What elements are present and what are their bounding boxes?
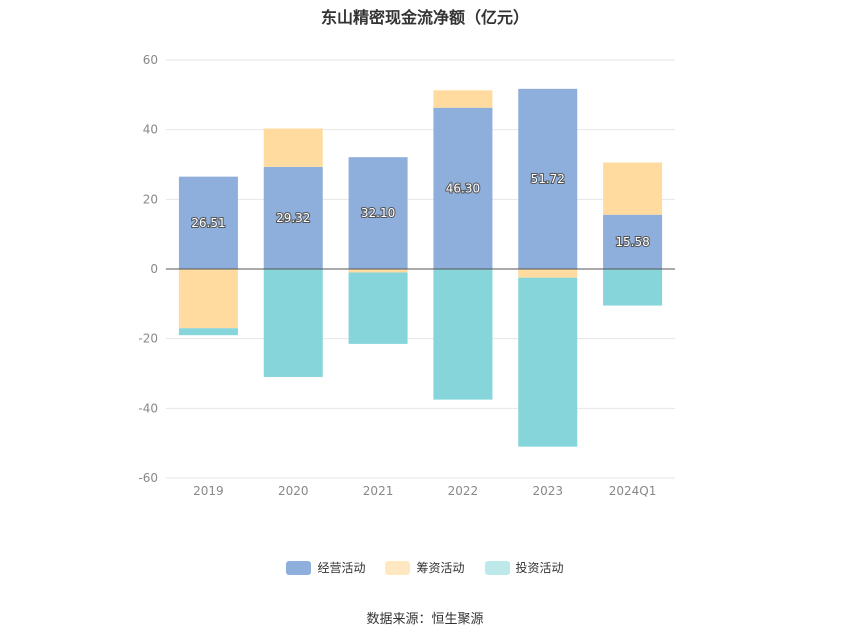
legend-item-financing[interactable]: 筹资活动 bbox=[385, 559, 465, 576]
legend-swatch-operating bbox=[286, 560, 312, 575]
bar-operating[interactable] bbox=[263, 166, 323, 269]
bar-operating[interactable] bbox=[603, 214, 663, 269]
data-label: 51.72 bbox=[531, 172, 565, 186]
bar-financing[interactable] bbox=[348, 269, 408, 273]
y-tick-label: -40 bbox=[138, 401, 158, 415]
bar-investing[interactable] bbox=[433, 269, 493, 400]
data-label: 29.32 bbox=[276, 211, 310, 225]
chart-canvas: 60 40 20 0 -20 -40 -60 26.51 2019 29.32 2020 32.10 2… bbox=[138, 53, 675, 498]
y-tick-label: -20 bbox=[138, 332, 158, 346]
bar-financing[interactable] bbox=[178, 269, 238, 329]
legend-label-operating: 经营活动 bbox=[317, 561, 366, 575]
y-tick-label: -60 bbox=[138, 471, 158, 485]
bar-financing[interactable] bbox=[263, 128, 323, 167]
x-tick-label: 2022 bbox=[448, 484, 479, 498]
bar-investing[interactable] bbox=[348, 272, 408, 344]
legend-label-financing: 筹资活动 bbox=[416, 561, 465, 575]
data-label: 46.30 bbox=[446, 181, 480, 195]
bar-investing[interactable] bbox=[178, 328, 238, 336]
legend-item-operating[interactable]: 经营活动 bbox=[286, 559, 365, 576]
bar-investing[interactable] bbox=[263, 269, 323, 377]
x-tick-label: 2023 bbox=[532, 484, 563, 498]
x-tick-label: 2019 bbox=[193, 484, 224, 498]
chart-title: 东山精密现金流净额（亿元） bbox=[320, 8, 529, 27]
bar-financing[interactable] bbox=[603, 162, 663, 215]
data-label: 26.51 bbox=[191, 216, 225, 230]
bar-financing[interactable] bbox=[518, 269, 578, 278]
bar-investing[interactable] bbox=[603, 269, 663, 306]
y-tick-label: 0 bbox=[150, 262, 158, 276]
bar-operating[interactable] bbox=[518, 88, 578, 269]
bar-investing[interactable] bbox=[518, 277, 578, 447]
legend-item-investing[interactable]: 投资活动 bbox=[484, 559, 564, 576]
bar-operating[interactable] bbox=[348, 157, 408, 269]
y-tick-label: 40 bbox=[143, 123, 158, 137]
data-label: 15.58 bbox=[615, 235, 649, 249]
bar-financing[interactable] bbox=[433, 90, 493, 108]
legend-label-investing: 投资活动 bbox=[515, 561, 564, 575]
x-tick-label: 2020 bbox=[278, 484, 309, 498]
bar-operating[interactable] bbox=[433, 107, 493, 269]
bar-operating[interactable] bbox=[178, 176, 238, 269]
data-label: 32.10 bbox=[361, 206, 395, 220]
y-tick-label: 20 bbox=[143, 192, 158, 206]
x-tick-label: 2021 bbox=[363, 484, 394, 498]
legend-swatch-financing bbox=[385, 560, 411, 575]
legend-swatch-investing bbox=[484, 560, 510, 575]
x-tick-label: 2024Q1 bbox=[609, 484, 657, 498]
y-tick-label: 60 bbox=[143, 53, 158, 67]
legend: 经营活动 筹资活动 投资活动 bbox=[0, 559, 850, 576]
source-note: 数据来源：恒生聚源 bbox=[366, 612, 484, 627]
